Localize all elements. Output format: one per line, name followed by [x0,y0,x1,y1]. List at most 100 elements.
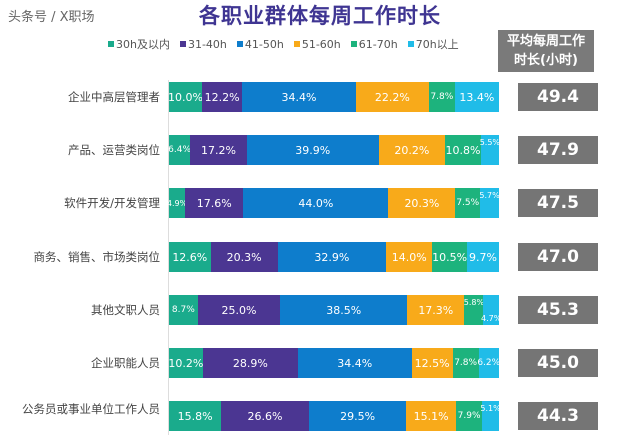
stacked-bar: 10.0% 12.2% 34.4% 22.2% 7.8% 13.4% [168,82,499,112]
bar-segment: 15.1% [406,401,457,431]
legend-swatch [407,41,414,47]
bar-segment: 10.0% [168,82,203,112]
data-label: 4.7% [481,313,502,323]
avg-header: 平均每周工作 时长(小时) [498,30,594,72]
data-label: 5.1% [480,403,501,413]
y-axis-line [168,80,169,435]
bar-segment: 6.4% [168,135,191,165]
category-label: 公务员或事业单位工作人员 [22,402,160,416]
data-label: 5.5% [479,137,501,147]
avg-value-box: 45.3 [518,296,598,324]
stacked-bar: 4.9% 17.6% 44.0% 20.3% 7.5% 5.7% [167,188,500,218]
data-label: 34.4% [281,90,317,104]
data-label: 39.9% [295,143,331,157]
legend-item: 41-50h [236,36,284,52]
category-label: 企业职能人员 [91,356,160,370]
data-label: 20.2% [394,143,430,157]
bar-segment: 10.5% [432,242,467,272]
legend: 30h及以内 31-40h 41-50h 51-60h 61-70h 70h以上 [108,36,459,52]
category-label: 软件开发/开发管理 [64,196,160,210]
bar-segment: 4.7% [481,295,502,325]
category-label: 其他文职人员 [91,303,160,317]
category-label: 商务、销售、市场类岗位 [33,250,161,264]
bar-segment: 10.2% [168,348,204,378]
avg-value-box: 49.4 [518,83,598,111]
bar-segment: 34.4% [242,82,356,112]
legend-label: 30h及以内 [116,38,170,51]
bar-segment: 7.9% [456,401,483,431]
data-label: 10.0% [168,90,203,104]
bar-segment: 29.5% [308,401,407,431]
legend-label: 31-40h [187,37,227,51]
avg-value-box: 47.9 [518,136,598,164]
legend-swatch [293,41,300,47]
data-label: 13.4% [459,90,495,104]
stacked-bar: 8.7% 25.0% 38.5% 17.3% 5.8% 4.7% [169,295,502,325]
data-label: 44.0% [298,196,334,210]
data-label: 12.2% [204,90,240,104]
chart-title: 各职业群体每周工作时长 [199,4,441,28]
data-label: 12.6% [172,250,208,264]
data-label: 7.8% [430,92,454,102]
bar-segment: 44.0% [243,188,389,218]
bar-segment: 17.2% [190,135,247,165]
legend-label: 51-60h [301,37,341,51]
bar-segment: 34.4% [298,348,412,378]
avg-header-line1: 平均每周工作 [506,34,585,49]
bar-segment: 15.8% [169,401,222,431]
data-label: 10.2% [168,356,204,370]
legend-swatch [108,41,114,47]
bar-segment: 6.2% [477,348,501,378]
bar-segment: 38.5% [280,295,408,325]
bar-segment: 20.2% [378,135,446,165]
bar-segment: 9.7% [466,242,499,272]
bar-segment: 7.5% [455,188,481,218]
legend-label: 70h以上 [415,38,459,51]
data-label: 17.2% [201,143,236,157]
avg-header-line2: 时长(小时) [514,53,578,68]
data-label: 7.8% [454,358,478,368]
data-label: 6.4% [168,145,191,155]
data-label: 22.2% [374,90,410,104]
bar-segment: 5.5% [479,135,501,165]
data-label: 28.9% [232,356,268,370]
data-label: 8.7% [171,305,195,315]
data-label: 7.5% [456,198,480,208]
data-label: 12.5% [414,356,450,370]
legend-item: 70h以上 [407,36,459,52]
data-label: 5.7% [479,190,500,200]
bar-segment: 12.5% [411,348,453,378]
legend-item: 30h及以内 [108,36,170,52]
category-label: 企业中高层管理者 [68,90,160,104]
data-label: 25.0% [221,303,257,317]
footer-credit: 头条号 / X职场 [8,10,95,25]
bar-segment: 17.6% [185,188,244,218]
bar-segment: 12.2% [202,82,243,112]
bar-segment: 17.3% [407,295,465,325]
stacked-bar: 15.8% 26.6% 29.5% 15.1% 7.9% 5.1% [169,401,501,431]
data-label: 7.9% [457,411,481,421]
bar-segment: 26.6% [221,401,309,431]
data-label: 6.2% [477,358,501,368]
legend-swatch [179,41,186,47]
data-label: 38.5% [326,303,362,317]
bar-segment: 10.8% [445,135,481,165]
bar-segment: 22.2% [355,82,430,112]
bar-segment: 39.9% [246,135,379,165]
data-label: 17.6% [196,196,232,210]
bar-segment: 5.8% [464,295,484,325]
avg-value-box: 45.0 [518,349,598,377]
legend-item: 51-60h [293,36,341,52]
bar-segment: 14.0% [386,242,433,272]
data-label: 15.8% [177,409,213,423]
avg-value-box: 47.0 [518,243,598,271]
bar-segment: 20.3% [210,242,278,272]
stacked-bar: 12.6% 20.3% 32.9% 14.0% 10.5% 9.7% [169,242,499,272]
legend-swatch [350,41,357,47]
data-label: 26.6% [247,409,283,423]
bar-segment: 5.7% [479,188,500,218]
data-label: 14.0% [391,250,427,264]
data-label: 15.1% [413,409,449,423]
data-label: 10.5% [432,250,468,264]
